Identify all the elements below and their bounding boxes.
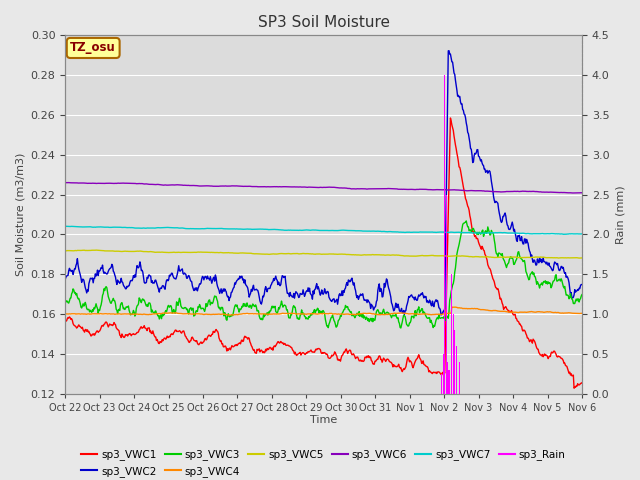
Bar	[458, 362, 460, 394]
Text: TZ_osu: TZ_osu	[70, 41, 116, 54]
Bar	[447, 362, 448, 394]
Y-axis label: Rain (mm): Rain (mm)	[615, 185, 625, 244]
Bar	[443, 354, 444, 394]
Bar	[456, 346, 457, 394]
Bar	[444, 75, 445, 394]
Bar	[451, 274, 452, 394]
Bar	[441, 374, 442, 394]
Bar	[452, 314, 454, 394]
Bar	[445, 194, 447, 394]
Title: SP3 Soil Moisture: SP3 Soil Moisture	[257, 15, 390, 30]
Legend: sp3_VWC1, sp3_VWC2, sp3_VWC3, sp3_VWC4, sp3_VWC5, sp3_VWC6, sp3_VWC7, sp3_Rain: sp3_VWC1, sp3_VWC2, sp3_VWC3, sp3_VWC4, …	[77, 445, 570, 480]
X-axis label: Time: Time	[310, 415, 337, 425]
Y-axis label: Soil Moisture (m3/m3): Soil Moisture (m3/m3)	[15, 153, 25, 276]
Bar	[454, 330, 455, 394]
